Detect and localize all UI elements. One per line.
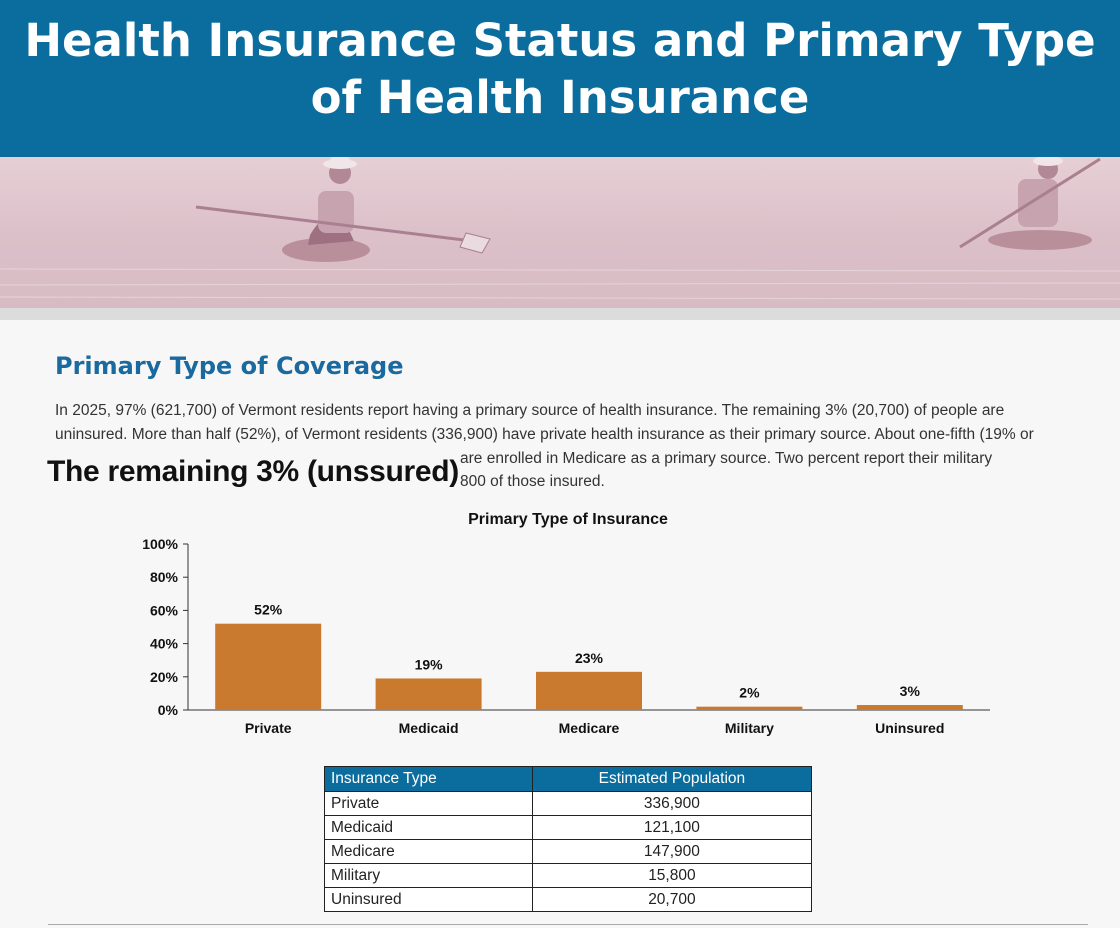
cell-type: Medicare: [324, 839, 533, 864]
photo-divider: [0, 308, 1120, 320]
population-table: Insurance Type Estimated Population Priv…: [324, 766, 813, 912]
bar-medicare: [536, 671, 642, 710]
bar-value-label: 23%: [575, 650, 604, 666]
table-row: Medicare 147,900: [324, 839, 813, 864]
cell-population: 147,900: [531, 839, 813, 864]
y-tick-label: 100%: [142, 536, 178, 552]
cell-population: 336,900: [531, 791, 813, 816]
cell-type: Medicaid: [324, 815, 533, 840]
table-row: Military 15,800: [324, 863, 813, 888]
bar-value-label: 19%: [415, 656, 444, 672]
y-axis: 0% 20% 40% 60% 80% 100%: [142, 536, 990, 718]
kayakers-photo: [0, 157, 1120, 308]
bar-value-label: 2%: [739, 685, 760, 701]
chart-title: Primary Type of Insurance: [468, 511, 668, 528]
bar-value-label: 52%: [254, 602, 283, 618]
paragraph-line-1: In 2025, 97% (621,700) of Vermont reside…: [55, 402, 1005, 419]
paragraph-line-2: uninsured. More than half (52%), of Verm…: [55, 426, 1034, 443]
y-tick-label: 20%: [150, 669, 179, 685]
table-header-row: Insurance Type Estimated Population: [324, 766, 813, 792]
y-tick-label: 80%: [150, 569, 179, 585]
paragraph-line-4: 800 of those insured.: [460, 473, 605, 490]
x-tick-label: Medicaid: [399, 720, 459, 736]
col-header-type: Insurance Type: [324, 766, 533, 792]
y-tick-label: 40%: [150, 636, 179, 652]
bar-medicaid: [375, 678, 482, 710]
x-tick-label: Medicare: [559, 720, 620, 736]
callout-text: The remaining 3% (unssured): [47, 455, 459, 488]
y-tick-label: 60%: [150, 602, 179, 618]
bar-value-label: 3%: [900, 683, 921, 699]
page-title: Health Insurance Status and Primary Type…: [24, 14, 1096, 124]
bar-uninsured: [856, 705, 963, 710]
cell-population: 15,800: [531, 863, 813, 888]
kayaker-right: [959, 157, 1101, 250]
paragraph-line-3: are enrolled in Medicare as a primary so…: [460, 450, 993, 467]
bottom-divider: [48, 924, 1088, 925]
y-tick-label: 0%: [158, 702, 179, 718]
title-banner: Health Insurance Status and Primary Type…: [0, 0, 1120, 157]
primary-insurance-chart: Primary Type of Insurance 0% 20% 40% 60% 80%…: [142, 511, 990, 736]
table-row: Uninsured 20,700: [324, 887, 813, 912]
col-header-population: Estimated Population: [531, 766, 813, 792]
x-tick-label: Military: [725, 720, 774, 736]
bars: [215, 623, 963, 710]
x-labels: Private Medicaid Medicare Military Uninsured: [245, 720, 945, 736]
cell-type: Private: [324, 791, 533, 816]
table-row: Medicaid 121,100: [324, 815, 813, 840]
cell-population: 20,700: [531, 887, 813, 912]
value-labels: 52% 19% 23% 2% 3%: [254, 602, 920, 701]
cell-type: Military: [324, 863, 533, 888]
table-row: Private 336,900: [324, 791, 813, 816]
cell-population: 121,100: [531, 815, 813, 840]
section-title: Primary Type of Coverage: [55, 352, 404, 380]
bar-private: [215, 623, 322, 710]
kayaker-left: [195, 157, 491, 262]
x-tick-label: Uninsured: [875, 720, 944, 736]
bar-military: [696, 706, 803, 710]
cell-type: Uninsured: [324, 887, 533, 912]
x-tick-label: Private: [245, 720, 292, 736]
